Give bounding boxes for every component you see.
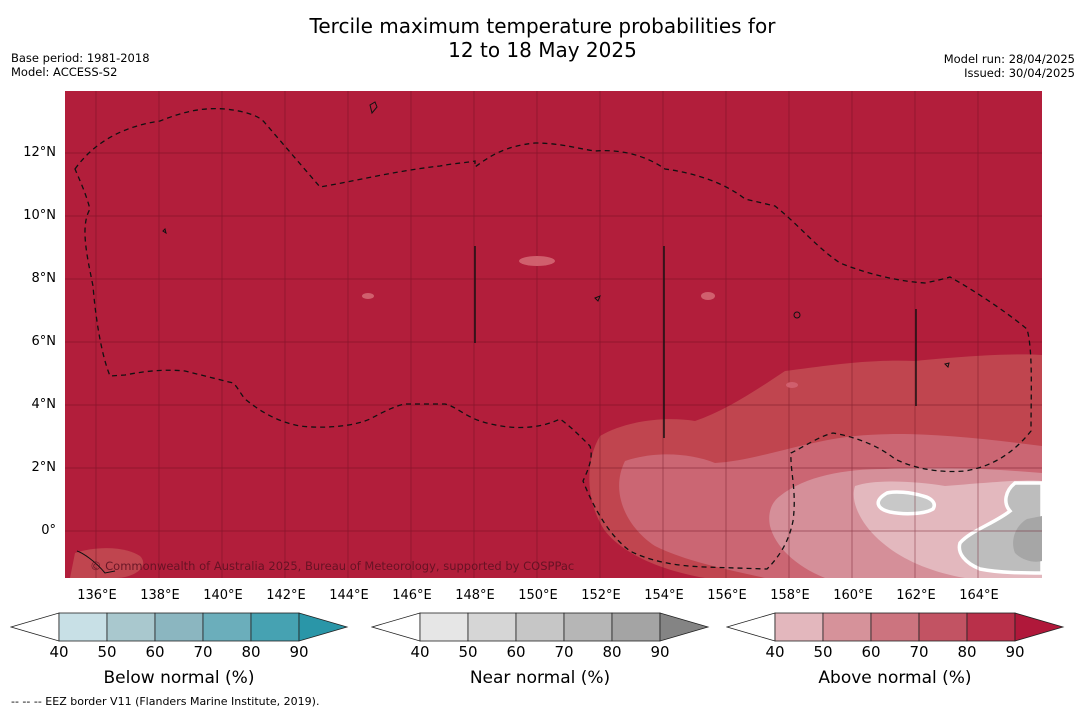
colorbar-segment [966,612,1016,642]
islands [76,101,950,574]
lat-label: 4°N [31,397,57,412]
near-normal-label: Near normal (%) [469,668,611,688]
lon-label: 146°E [392,588,432,603]
colorbar-tick: 70 [193,643,213,661]
colorbar-segment [822,612,872,642]
base-period-text: Base period: 1981-2018 [11,51,150,65]
colorbar-tick: 90 [289,643,309,661]
lon-label: 154°E [644,588,684,603]
colorbar-segment [58,612,108,642]
below-normal-colorbar [10,612,349,642]
lat-label: 8°N [31,271,57,286]
lat-label: 12°N [23,145,56,160]
colorbar-tick: 50 [813,643,833,661]
above-normal-colorbar [726,612,1065,642]
model-run-text: Model run: 28/04/2025 [943,52,1075,66]
colorbar-under-triangle [371,612,421,642]
colorbar-tick: 40 [765,643,785,661]
issued-text: Issued: 30/04/2025 [964,66,1075,80]
colorbar-segment [250,612,300,642]
colorbar-tick: 80 [241,643,261,661]
lon-label: 140°E [203,588,243,603]
missing-data-lines [474,246,917,438]
colorbar-tick: 40 [49,643,69,661]
colorbar-segment [611,612,661,642]
colorbar-over-triangle [298,612,349,642]
colorbar-segment [467,612,517,642]
graticule [65,91,1042,578]
lat-label: 2°N [31,460,57,475]
colorbar-tick: 80 [602,643,622,661]
near-normal-colorbar [371,612,710,642]
colorbar-segment [515,612,565,642]
copyright-notice: © Commonwealth of Australia 2025, Bureau… [90,559,575,573]
colorbar-segment [202,612,252,642]
colorbar-tick: 60 [145,643,165,661]
above-normal-70-80-zone [70,548,144,578]
title-line-2: 12 to 18 May 2025 [448,38,637,62]
colorbar-over-triangle [659,612,710,642]
light-specks [362,256,798,388]
colorbar-tick: 70 [554,643,574,661]
colorbar-segment [419,612,469,642]
model-run-info: Model run: 28/04/2025 Issued: 30/04/2025 [944,52,1075,80]
lon-label: 144°E [329,588,369,603]
colorbar-segment [918,612,968,642]
lon-label: 164°E [959,588,999,603]
above-normal-label: Above normal (%) [818,668,972,688]
lon-label: 150°E [518,588,558,603]
lon-label: 152°E [581,588,621,603]
map-canvas [65,91,1042,578]
below-normal-label: Below normal (%) [103,668,255,688]
lon-label: 142°E [266,588,306,603]
colorbar-tick: 60 [506,643,526,661]
colorbar-under-triangle [10,612,60,642]
eez-legend: -- -- -- EEZ border V11 (Flanders Marine… [11,695,320,708]
base-period-info: Base period: 1981-2018 Model: ACCESS-S2 [11,51,150,79]
colorbar-tick: 70 [909,643,929,661]
lon-label: 156°E [707,588,747,603]
lon-label: 162°E [896,588,936,603]
lat-label: 6°N [31,334,57,349]
model-text: Model: ACCESS-S2 [11,65,118,79]
chart-title: Tercile maximum temperature probabilitie… [0,14,1085,62]
colorbar-tick: 90 [650,643,670,661]
colorbar-segment [106,612,156,642]
lon-label: 148°E [455,588,495,603]
colorbar-tick: 80 [957,643,977,661]
lon-label: 136°E [77,588,117,603]
title-line-1: Tercile maximum temperature probabilitie… [309,14,776,38]
colorbar-tick: 50 [458,643,478,661]
near-normal-dark-patch [1013,516,1042,562]
colorbar-under-triangle [726,612,776,642]
lon-label: 138°E [140,588,180,603]
lat-label: 0° [41,523,56,538]
colorbar-segment [870,612,920,642]
colorbar-segment [774,612,824,642]
colorbar-over-triangle [1014,612,1065,642]
colorbar-segment [154,612,204,642]
lon-label: 158°E [770,588,810,603]
lat-label: 10°N [23,208,56,223]
colorbar-tick: 90 [1005,643,1025,661]
colorbar-tick: 40 [410,643,430,661]
colorbar-tick: 50 [97,643,117,661]
colorbar-tick: 60 [861,643,881,661]
near-normal-patch [876,490,936,516]
probability-map [65,91,1042,578]
colorbar-segment [563,612,613,642]
lon-label: 160°E [833,588,873,603]
